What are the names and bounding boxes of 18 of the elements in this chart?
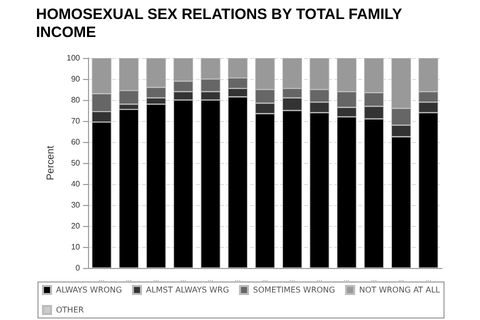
y-tick-label: 10 xyxy=(71,242,81,252)
y-tick-label: 0 xyxy=(76,264,81,272)
legend-label: OTHER xyxy=(56,306,84,314)
chart-title: HOMOSEXUAL SEX RELATIONS BY TOTAL FAMILY INCOME xyxy=(36,6,403,42)
legend-label: NOT WRONG AT ALL xyxy=(359,286,441,294)
y-tick-label: 60 xyxy=(71,138,81,146)
legend-label: SOMETIMES WRONG xyxy=(253,286,336,294)
y-tick-label: 100 xyxy=(66,54,81,62)
y-tick-label: 30 xyxy=(71,200,81,210)
y-tick-label: 80 xyxy=(71,96,81,104)
y-tick-label: 90 xyxy=(71,74,81,84)
y-tick-label: 40 xyxy=(71,180,81,188)
y-tick-label: 50 xyxy=(71,158,81,168)
y-axis-title: Percent xyxy=(45,146,56,180)
y-tick-label: 20 xyxy=(71,222,81,230)
legend-label: ALMST ALWAYS WRG xyxy=(146,286,230,294)
legend-label: ALWAYS WRONG xyxy=(56,286,122,294)
y-tick-label: 70 xyxy=(71,116,81,126)
